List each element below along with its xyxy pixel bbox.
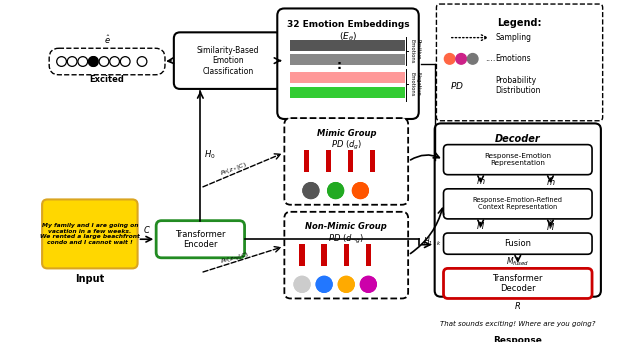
Bar: [290, 54, 404, 65]
Bar: [290, 72, 404, 83]
Text: $M$: $M$: [476, 221, 485, 232]
Text: Transformer
Decoder: Transformer Decoder: [493, 274, 543, 293]
Circle shape: [456, 54, 467, 64]
Text: Emotions: Emotions: [495, 54, 531, 63]
Circle shape: [339, 276, 354, 292]
Circle shape: [316, 276, 332, 292]
Bar: [290, 87, 404, 98]
Bar: [321, 244, 327, 266]
Bar: [370, 150, 376, 172]
FancyBboxPatch shape: [49, 48, 165, 75]
Text: Positive
Emotions: Positive Emotions: [410, 39, 420, 63]
Text: $R$: $R$: [515, 300, 522, 311]
Bar: [348, 150, 353, 172]
FancyBboxPatch shape: [42, 199, 138, 268]
Circle shape: [137, 57, 147, 66]
Circle shape: [353, 183, 369, 199]
Bar: [300, 244, 305, 266]
Text: $m$: $m$: [476, 177, 485, 186]
Circle shape: [328, 183, 344, 199]
Text: Mimic Group: Mimic Group: [317, 129, 376, 138]
Circle shape: [120, 57, 130, 66]
FancyBboxPatch shape: [444, 268, 592, 299]
Text: $\hat{e}$: $\hat{e}$: [104, 34, 111, 47]
Circle shape: [57, 57, 67, 66]
Circle shape: [99, 57, 109, 66]
Text: Fusion: Fusion: [504, 239, 531, 248]
Text: Similarity-Based
Emotion
Classification: Similarity-Based Emotion Classification: [196, 46, 259, 76]
Text: $P_\theta(z_+|C)$: $P_\theta(z_+|C)$: [219, 159, 248, 177]
Circle shape: [88, 57, 99, 66]
Text: $M_{fused}$: $M_{fused}$: [506, 255, 529, 267]
FancyBboxPatch shape: [444, 145, 592, 175]
Text: $H_0$: $H_0$: [204, 148, 216, 161]
Circle shape: [67, 57, 77, 66]
Text: Response-Emotion
Representation: Response-Emotion Representation: [484, 153, 551, 166]
Text: 32 Emotion Embeddings: 32 Emotion Embeddings: [287, 20, 410, 29]
Text: $(E_\theta)$: $(E_\theta)$: [339, 30, 357, 43]
Text: PD $(d_g)$: PD $(d_g)$: [331, 139, 362, 153]
FancyBboxPatch shape: [436, 4, 603, 121]
Text: Probability
Distribution: Probability Distribution: [495, 76, 541, 95]
Text: :: :: [337, 60, 342, 73]
Bar: [304, 150, 309, 172]
Text: Negative
Emotions: Negative Emotions: [410, 72, 420, 97]
Bar: [290, 40, 404, 51]
Text: My family and I are going on
vacation in a few weeks.
We rented a large beachfro: My family and I are going on vacation in…: [40, 223, 140, 245]
Circle shape: [467, 54, 478, 64]
Text: Decoder: Decoder: [495, 134, 541, 144]
Text: $PD$: $PD$: [450, 80, 463, 91]
Text: $\tilde{m}$: $\tilde{m}$: [546, 176, 556, 188]
Text: Input: Input: [76, 274, 104, 284]
Bar: [365, 244, 371, 266]
Circle shape: [109, 57, 120, 66]
Text: ....: ....: [485, 54, 495, 63]
Text: That sounds exciting! Where are you going?: That sounds exciting! Where are you goin…: [440, 321, 596, 327]
Text: Sampling: Sampling: [495, 33, 532, 42]
FancyBboxPatch shape: [284, 118, 408, 205]
Bar: [344, 244, 349, 266]
FancyBboxPatch shape: [444, 189, 592, 219]
Circle shape: [303, 183, 319, 199]
FancyBboxPatch shape: [156, 221, 244, 258]
Text: Response: Response: [493, 337, 542, 342]
Circle shape: [360, 276, 376, 292]
Text: Transformer
Encoder: Transformer Encoder: [175, 229, 226, 249]
Text: Legend:: Legend:: [497, 18, 542, 28]
Text: PD $(d_{\neg g})$: PD $(d_{\neg g})$: [328, 233, 364, 246]
Text: $H_{1:k}$: $H_{1:k}$: [423, 236, 442, 248]
FancyBboxPatch shape: [435, 123, 601, 297]
Circle shape: [78, 57, 88, 66]
FancyBboxPatch shape: [444, 233, 592, 254]
Text: Non-Mimic Group: Non-Mimic Group: [305, 222, 387, 232]
Circle shape: [294, 276, 310, 292]
Bar: [326, 150, 332, 172]
FancyBboxPatch shape: [425, 316, 611, 332]
Text: $\tilde{M}$: $\tilde{M}$: [546, 219, 555, 233]
Text: Response-Emotion-Refined
Context Representation: Response-Emotion-Refined Context Represe…: [473, 197, 563, 210]
Text: $P_\theta(z_{-g}|C)$: $P_\theta(z_{-g}|C)$: [220, 250, 251, 267]
Text: $C$: $C$: [143, 224, 151, 235]
FancyBboxPatch shape: [284, 212, 408, 299]
FancyBboxPatch shape: [277, 9, 419, 119]
Text: Excited: Excited: [90, 75, 125, 84]
FancyBboxPatch shape: [174, 32, 282, 89]
Circle shape: [444, 54, 455, 64]
